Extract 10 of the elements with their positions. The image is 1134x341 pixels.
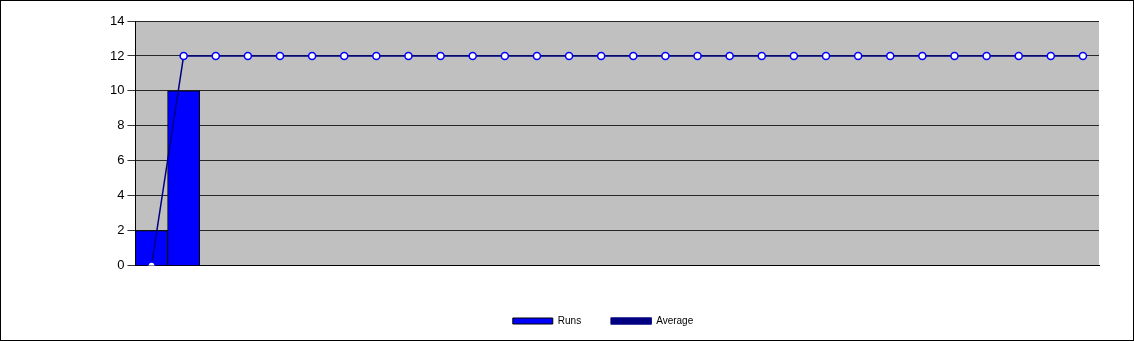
- y-tick-label: 12: [109, 47, 125, 63]
- y-tick-label: 14: [109, 12, 125, 28]
- y-tick-label: 10: [109, 82, 125, 98]
- y-tick-label: 4: [117, 187, 125, 203]
- y-tick-label: 6: [117, 152, 125, 168]
- legend-label: Runs: [557, 314, 582, 326]
- y-tick-label: 0: [117, 257, 125, 273]
- y-tick-label: 8: [117, 117, 125, 133]
- legend-label: Average: [656, 314, 694, 326]
- y-tick-label: 2: [117, 222, 125, 238]
